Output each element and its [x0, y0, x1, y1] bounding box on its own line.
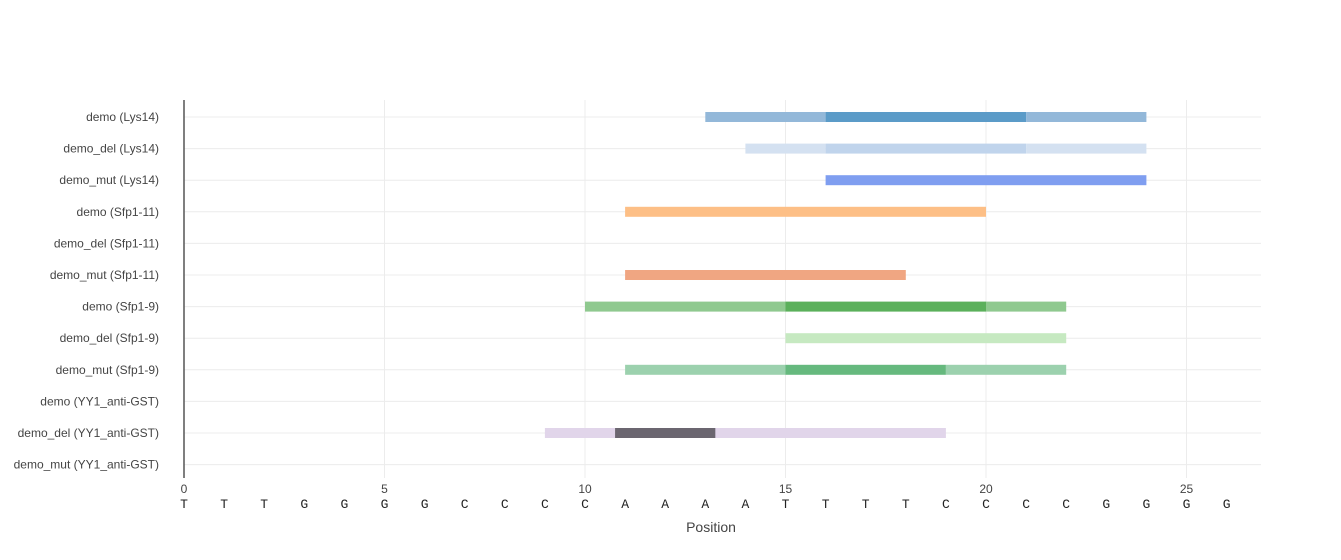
- sequence-letter: T: [220, 497, 228, 512]
- sequence-letter: T: [822, 497, 830, 512]
- sequence-letter: T: [180, 497, 188, 512]
- sequence-letter: A: [621, 497, 629, 512]
- sequence-letter: T: [260, 497, 268, 512]
- sequence-letter: A: [701, 497, 709, 512]
- sequence-letter: C: [942, 497, 950, 512]
- segment-bar: [825, 143, 1027, 154]
- sequence-letter: G: [421, 497, 429, 512]
- sequence-letter: G: [1183, 497, 1191, 512]
- x-tick-labels: 0 5 10 15 20 25: [181, 482, 1194, 496]
- segment-bar: [785, 301, 986, 312]
- sequence-letter: T: [782, 497, 790, 512]
- segment-bar: [705, 112, 826, 122]
- y-tick-labels: demo (Lys14) demo_del (Lys14) demo_mut (Ly…: [14, 110, 159, 472]
- segment-bar: [986, 301, 1067, 312]
- segment-bar: [615, 428, 716, 438]
- x-tick-label: 10: [578, 482, 592, 496]
- sequence-letter: C: [461, 497, 469, 512]
- row-label: demo (Sfp1-9): [82, 300, 159, 314]
- segment-bars: [544, 112, 1147, 438]
- segment-bar: [785, 364, 946, 375]
- segment-bar: [625, 364, 786, 375]
- sequence-letter: G: [1102, 497, 1110, 512]
- x-tick-label: 15: [779, 482, 793, 496]
- x-tick-label: 20: [979, 482, 993, 496]
- segment-bar: [625, 206, 986, 217]
- sequence-letter: T: [862, 497, 870, 512]
- sequence-letter: A: [661, 497, 669, 512]
- sequence-letter: C: [982, 497, 990, 512]
- row-label: demo_del (Sfp1-11): [54, 236, 159, 250]
- sequence-letter: T: [902, 497, 910, 512]
- x-tick-label: 5: [381, 482, 388, 496]
- segment-bar: [585, 301, 786, 312]
- x-tick-label: 25: [1180, 482, 1194, 496]
- sequence-letter: C: [581, 497, 589, 512]
- grid-lines: [184, 100, 1261, 478]
- sequence-letter: G: [1223, 497, 1231, 512]
- x-axis-title: Position: [686, 519, 736, 535]
- row-label: demo_mut (Sfp1-9): [56, 363, 159, 377]
- sequence-letter: C: [501, 497, 509, 512]
- row-label: demo (YY1_anti-GST): [40, 394, 159, 408]
- sequence-letter: C: [1062, 497, 1070, 512]
- row-label: demo_del (YY1_anti-GST): [18, 426, 159, 440]
- segment-bar: [1026, 143, 1147, 154]
- sequence-letter: G: [340, 497, 348, 512]
- segment-bar: [825, 112, 1027, 122]
- sequence-letter: G: [1142, 497, 1150, 512]
- row-label: demo_del (Lys14): [63, 142, 159, 156]
- sequence-letter: C: [1022, 497, 1030, 512]
- segment-bar: [785, 333, 1067, 344]
- sequence-letter: A: [741, 497, 749, 512]
- segment-bar: [544, 428, 946, 438]
- segment-bar: [1026, 112, 1147, 122]
- row-label: demo_mut (YY1_anti-GST): [14, 458, 159, 472]
- segment-bar: [825, 175, 1147, 186]
- sequence-letter: G: [300, 497, 308, 512]
- x-tick-label: 0: [181, 482, 188, 496]
- row-label: demo (Lys14): [86, 110, 159, 124]
- row-label: demo_del (Sfp1-9): [60, 331, 159, 345]
- row-label: demo_mut (Lys14): [59, 173, 159, 187]
- segment-bar: [945, 364, 1067, 375]
- row-label: demo (Sfp1-11): [77, 205, 159, 219]
- segment-bar: [625, 270, 906, 280]
- row-label: demo_mut (Sfp1-11): [50, 268, 159, 282]
- segment-bar: [745, 143, 826, 154]
- sequence-letter: G: [381, 497, 389, 512]
- sequence-letter: C: [541, 497, 549, 512]
